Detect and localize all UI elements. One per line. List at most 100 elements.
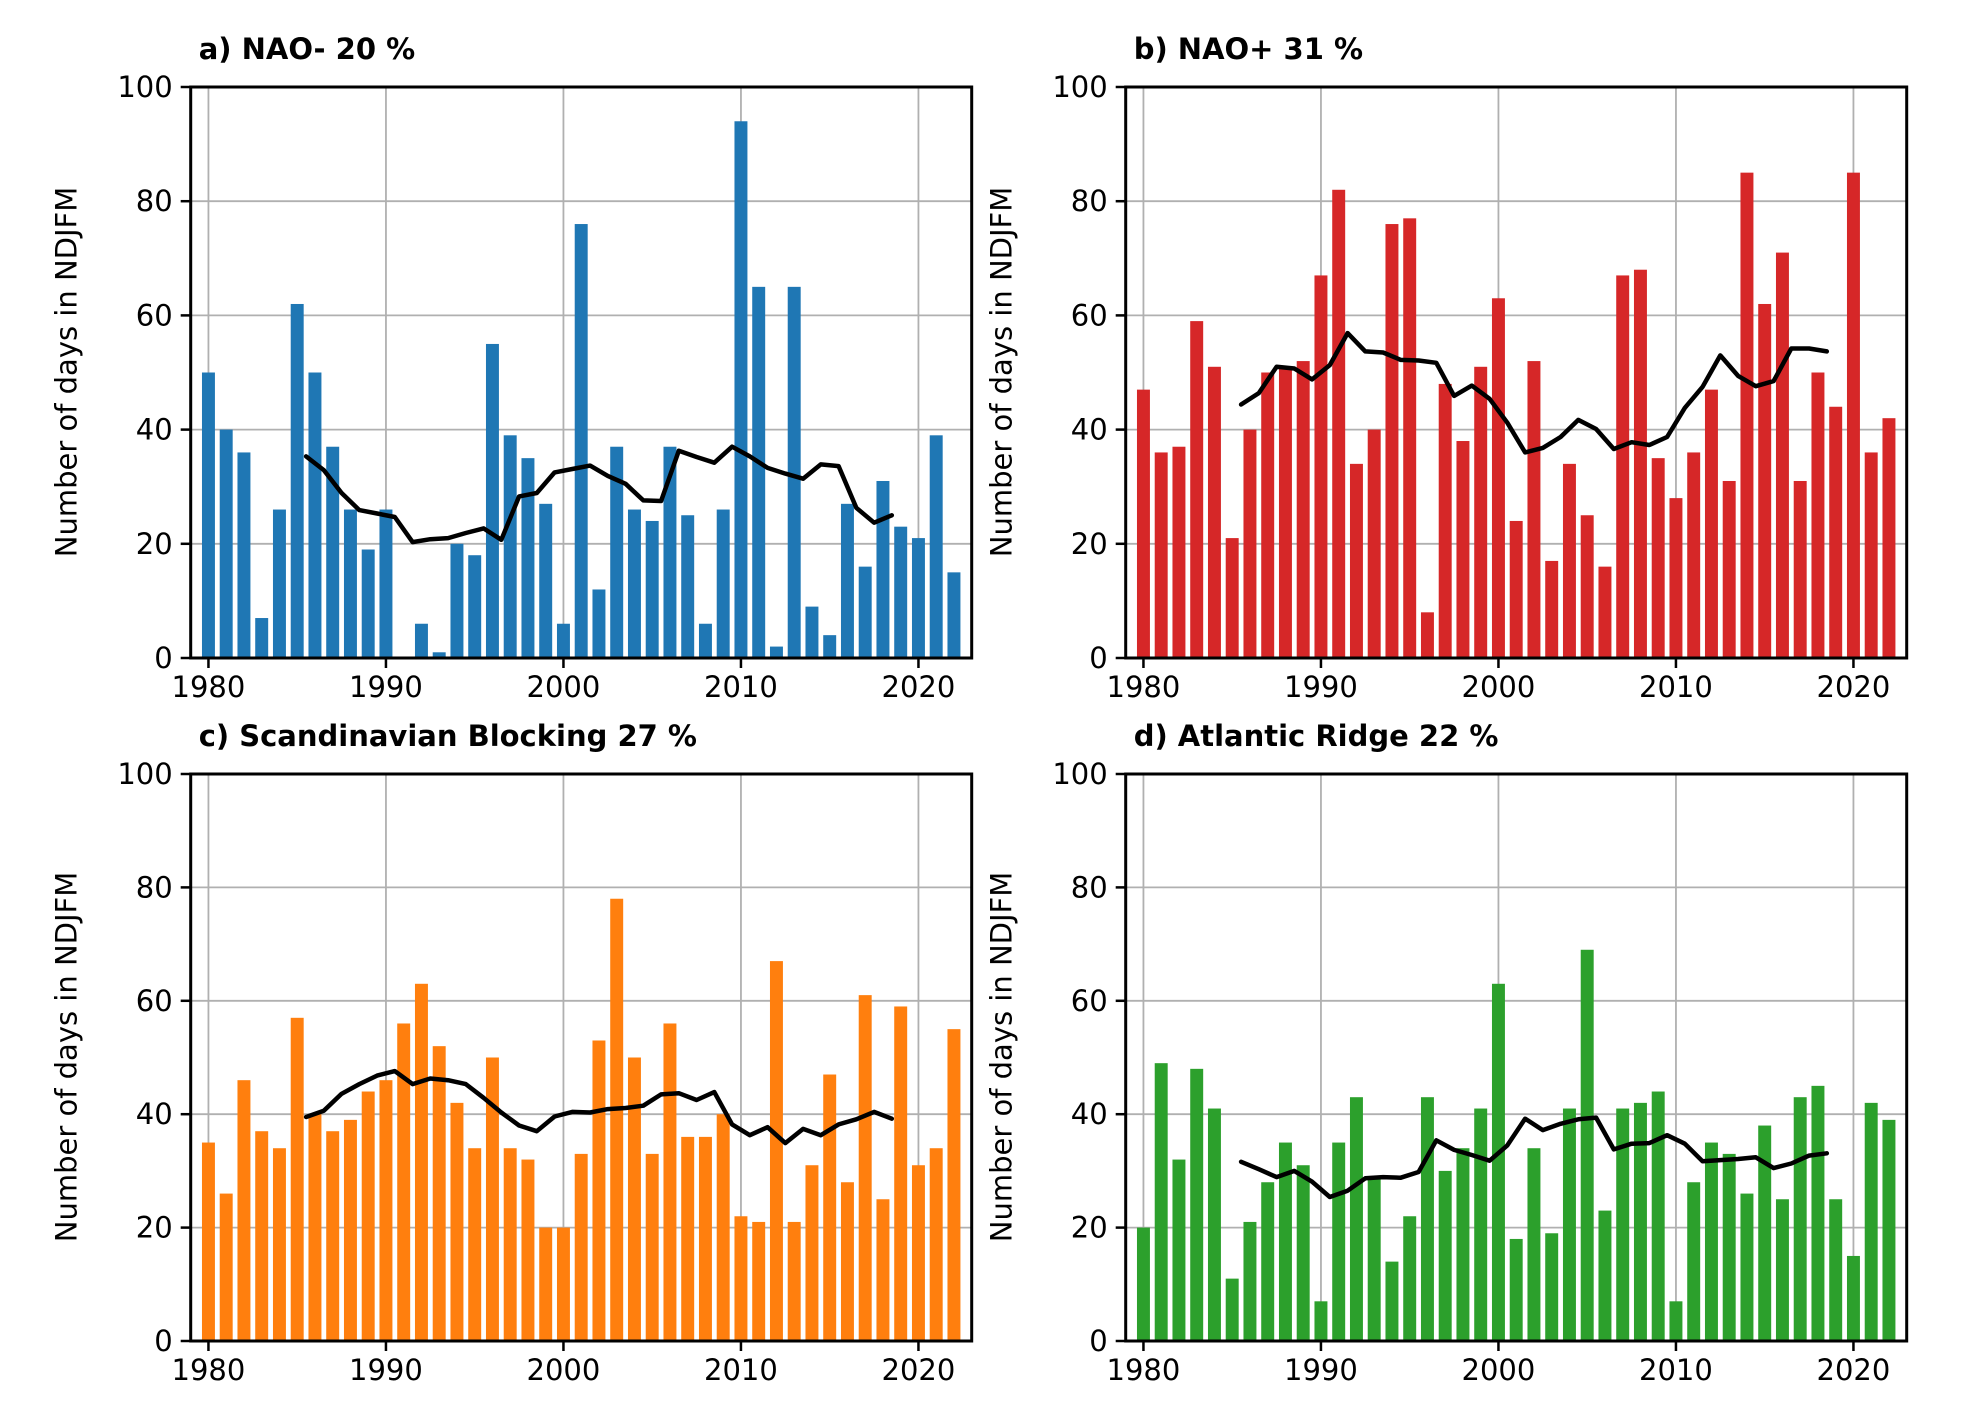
ytick-label: 0 [154, 1324, 172, 1358]
panel-d-bars [1136, 949, 1896, 1341]
bar-b-1988 [1278, 366, 1292, 658]
bar-a-2015 [823, 635, 837, 658]
bar-a-2013 [787, 286, 801, 658]
bar-c-2000 [556, 1227, 570, 1341]
bar-a-2014 [805, 606, 819, 658]
ytick-label: 0 [1089, 641, 1107, 675]
ytick-label: 40 [136, 1097, 173, 1131]
bar-d-2006 [1598, 1210, 1612, 1341]
bar-a-1981 [219, 429, 233, 658]
bar-c-2012 [769, 961, 783, 1341]
bar-d-1985 [1225, 1278, 1239, 1341]
bar-a-2007 [681, 515, 695, 658]
bar-b-2019 [1829, 406, 1843, 658]
bar-d-1988 [1278, 1142, 1292, 1341]
panel-b-title: b) NAO+ 31 % [1133, 32, 1364, 66]
bar-b-2000 [1491, 298, 1505, 658]
bar-b-1995 [1403, 218, 1417, 658]
bar-b-2010 [1669, 498, 1683, 658]
bar-d-2002 [1527, 1148, 1541, 1341]
ytick-label: 100 [1052, 70, 1107, 104]
bar-a-2001 [574, 224, 588, 659]
bar-c-2020 [911, 1165, 925, 1341]
bar-b-1994 [1385, 224, 1399, 659]
bar-b-2015 [1758, 303, 1772, 658]
bar-d-1996 [1420, 1097, 1434, 1341]
xtick-label: 2010 [1639, 670, 1713, 704]
bar-d-2007 [1616, 1108, 1630, 1341]
bar-b-2013 [1722, 480, 1736, 658]
panel-c-ticks: 0 20 40 60 80 100 1980 1990 2000 2010 2020 [117, 757, 955, 1387]
bar-c-1998 [521, 1159, 535, 1341]
bar-c-2015 [823, 1074, 837, 1341]
bar-a-1999 [539, 503, 553, 658]
panel-a-title: a) NAO- 20 % [198, 32, 416, 66]
ytick-label: 60 [1071, 984, 1108, 1018]
bar-b-2004 [1562, 463, 1576, 658]
panel-b-spines [1124, 85, 1909, 660]
bar-a-1990 [379, 509, 393, 658]
bar-c-1992 [414, 983, 428, 1341]
xtick-label: 1980 [1107, 1353, 1181, 1387]
bar-a-1998 [521, 458, 535, 658]
panel-a-ticks: 0 20 40 60 80 100 1980 1990 2000 2010 2020 [117, 70, 955, 704]
bar-d-1982 [1172, 1159, 1186, 1341]
bar-d-2010 [1669, 1301, 1683, 1341]
bar-d-1998 [1456, 1148, 1470, 1341]
bar-c-2021 [929, 1148, 943, 1341]
ytick-label: 20 [1071, 1211, 1108, 1245]
bar-d-1980 [1136, 1227, 1150, 1341]
bar-b-2012 [1704, 389, 1718, 658]
panel-c-title: c) Scandinavian Blocking 27 % [198, 719, 697, 753]
panel-d: 0 20 40 60 80 100 1980 1990 2000 2010 2020 [1052, 757, 1909, 1387]
xtick-label: 1980 [172, 670, 246, 704]
bar-c-2002 [592, 1040, 606, 1341]
bar-b-1993 [1367, 429, 1381, 658]
ytick-label: 100 [117, 757, 172, 791]
xtick-label: 1980 [172, 1353, 246, 1387]
bar-c-1985 [290, 1017, 304, 1341]
xtick-label: 2010 [1639, 1353, 1713, 1387]
bar-a-2002 [592, 589, 606, 658]
bar-d-2001 [1509, 1238, 1523, 1341]
bar-d-1981 [1154, 1063, 1168, 1341]
bar-a-1986 [308, 372, 322, 658]
bar-d-1984 [1207, 1108, 1221, 1341]
bar-a-2021 [929, 435, 943, 658]
bar-c-2006 [663, 1023, 677, 1341]
bar-c-2008 [698, 1136, 712, 1341]
panel-d-ticks: 0 20 40 60 80 100 1980 1990 2000 2010 2020 [1052, 757, 1890, 1387]
bar-d-1995 [1403, 1216, 1417, 1341]
bar-a-1995 [468, 555, 482, 658]
ytick-label: 60 [136, 984, 173, 1018]
bar-c-1995 [468, 1148, 482, 1341]
bar-d-1994 [1385, 1261, 1399, 1341]
bar-d-2018 [1811, 1085, 1825, 1341]
bar-b-2002 [1527, 361, 1541, 658]
xtick-label: 2020 [1817, 670, 1891, 704]
panel-d-spines [1124, 772, 1909, 1343]
bar-c-1997 [503, 1148, 517, 1341]
bar-c-1987 [326, 1131, 340, 1341]
bar-a-2011 [752, 286, 766, 658]
bar-b-1985 [1225, 538, 1239, 658]
bar-b-1986 [1243, 429, 1257, 658]
bar-d-1983 [1190, 1068, 1204, 1341]
bar-a-1982 [237, 452, 251, 658]
bar-b-1983 [1190, 321, 1204, 658]
bar-d-2017 [1793, 1097, 1807, 1341]
bar-b-2011 [1687, 452, 1701, 658]
bar-a-1994 [450, 543, 464, 658]
ytick-label: 40 [1071, 1097, 1108, 1131]
bar-c-1993 [432, 1046, 446, 1341]
ytick-label: 80 [1071, 870, 1108, 904]
bar-a-1987 [326, 446, 340, 658]
bar-a-2008 [698, 623, 712, 658]
xtick-label: 1990 [349, 670, 423, 704]
bar-c-2009 [716, 1114, 730, 1341]
bar-b-2007 [1616, 275, 1630, 658]
bar-b-1987 [1261, 372, 1275, 658]
bar-a-1988 [343, 509, 357, 658]
bar-a-2003 [610, 446, 624, 658]
